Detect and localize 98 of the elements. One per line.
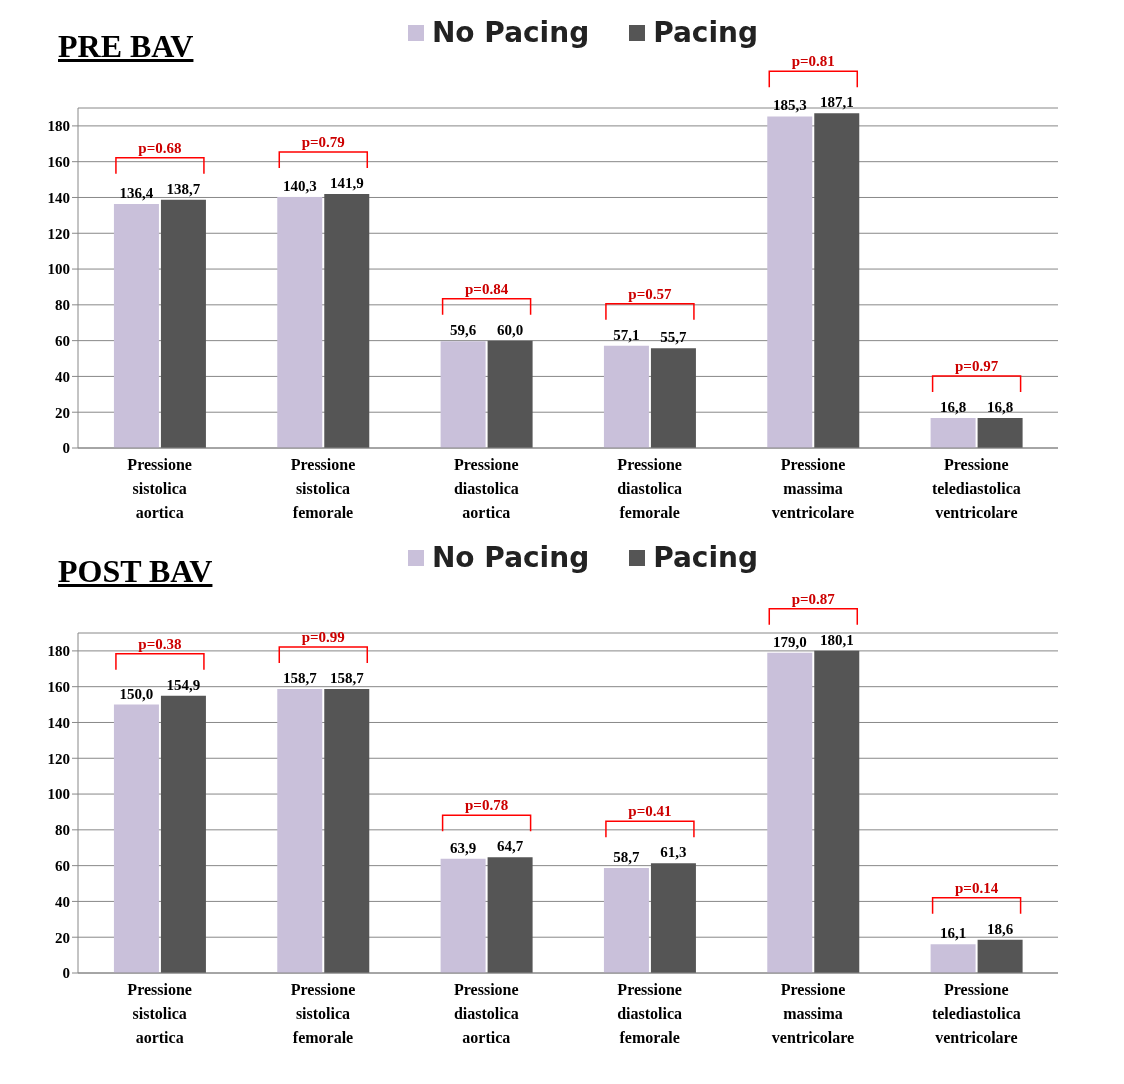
y-tick-label: 180 — [47, 118, 70, 135]
text: p=0.87 — [791, 590, 836, 607]
bar — [160, 199, 206, 448]
annotation: p=0.78 — [465, 797, 509, 814]
bar — [603, 345, 649, 448]
data-label: 138,7 — [166, 180, 201, 197]
x-tick-label: Pressione telediastolica ventricolare — [931, 456, 1021, 521]
y-tick-label: 20 — [55, 929, 70, 946]
x-tick-label: Pressione sistolica aortica — [127, 456, 192, 521]
data-label: 16,1 — [939, 925, 967, 942]
y-tick-label: 0 — [62, 440, 70, 457]
x-tick-label: Pressione diastolica femorale — [617, 456, 683, 521]
y-tick-label: 80 — [55, 297, 70, 314]
y-tick-label: 20 — [55, 404, 70, 421]
data-label: 187,1 — [819, 94, 854, 111]
bar — [324, 689, 370, 973]
bar — [977, 939, 1023, 973]
x-tick-label: Pressione massima ventricolare — [771, 456, 855, 521]
bar — [650, 863, 696, 973]
y-tick-label: 80 — [55, 822, 70, 839]
data-label: 18,6 — [986, 920, 1014, 937]
x-tick-label: Pressione telediastolica ventricolare — [931, 981, 1021, 1046]
annotation: p=0.97 — [955, 357, 999, 374]
y-tick-label: 100 — [47, 261, 70, 278]
data-label: 140,3 — [282, 177, 317, 194]
bar — [767, 116, 813, 448]
bar — [487, 857, 533, 973]
data-label: 141,9 — [329, 175, 364, 192]
data-label: 158,7 — [282, 670, 318, 687]
bar — [650, 348, 696, 448]
bar — [767, 652, 813, 973]
annotation: p=0.79 — [301, 134, 345, 151]
annotation: p=0.38 — [138, 635, 182, 652]
data-label: 16,8 — [986, 398, 1014, 415]
y-tick-label: 120 — [47, 750, 70, 767]
annotation: p=0.84 — [465, 280, 509, 297]
bar — [160, 695, 206, 973]
bar — [277, 196, 323, 448]
data-label: 64,7 — [496, 838, 524, 855]
x-tick-label: Pressione diastolica aortica — [453, 456, 519, 521]
data-label: 150,0 — [119, 685, 154, 702]
data-label: 185,3 — [772, 97, 807, 114]
legend-label: Pacing — [652, 16, 759, 49]
bar — [113, 203, 159, 448]
data-label: 63,9 — [449, 839, 477, 856]
legend-label: Pacing — [652, 541, 759, 574]
y-tick-label: 120 — [47, 225, 70, 242]
data-label: 58,7 — [613, 848, 641, 865]
y-tick-label: 140 — [47, 189, 70, 206]
data-label: 154,9 — [166, 676, 201, 693]
bar — [977, 417, 1023, 448]
x-tick-label: Pressione sistolica femorale — [290, 456, 356, 521]
y-tick-label: 40 — [55, 893, 70, 910]
y-tick-label: 160 — [47, 154, 70, 171]
data-label: 16,8 — [939, 398, 967, 415]
bar — [487, 340, 533, 448]
annotation: p=0.68 — [138, 139, 182, 156]
y-tick-label: 40 — [55, 368, 70, 385]
bar — [930, 417, 976, 448]
x-tick-label: Pressione sistolica aortica — [127, 981, 192, 1046]
x-tick-label: Pressione sistolica femorale — [290, 981, 356, 1046]
data-label: 59,6 — [449, 322, 477, 339]
bar — [324, 194, 370, 448]
bar — [930, 944, 976, 973]
annotation: p=0.14 — [955, 879, 999, 896]
data-label: 61,3 — [660, 844, 687, 861]
bar — [440, 858, 486, 973]
y-tick-label: 100 — [47, 786, 70, 803]
y-tick-label: 60 — [55, 332, 70, 349]
legend-label: No Pacing — [430, 541, 590, 574]
chart-title: PRE BAV — [58, 28, 194, 65]
y-tick-label: 0 — [62, 965, 70, 982]
bar — [440, 341, 486, 448]
bar — [814, 650, 860, 973]
data-label: 57,1 — [613, 326, 640, 343]
x-tick-label: Pressione diastolica femorale — [617, 981, 683, 1046]
data-label: 60,0 — [496, 321, 524, 338]
annotation: p=0.57 — [628, 285, 672, 302]
bar — [814, 113, 860, 448]
x-tick-label: Pressione diastolica aortica — [453, 981, 519, 1046]
data-label: 55,7 — [660, 329, 688, 346]
y-tick-label: 160 — [47, 679, 70, 696]
bar — [603, 867, 649, 973]
chart-title: POST BAV — [58, 553, 213, 590]
bar — [277, 689, 323, 973]
data-label: 136,4 — [119, 184, 154, 201]
data-label: 158,7 — [329, 670, 365, 687]
data-label: 179,0 — [772, 633, 807, 650]
bar — [113, 704, 159, 973]
annotation: p=0.41 — [628, 803, 672, 820]
y-tick-label: 140 — [47, 714, 70, 731]
y-tick-label: 180 — [47, 643, 70, 660]
y-tick-label: 60 — [55, 857, 70, 874]
x-tick-label: Pressione massima ventricolare — [771, 981, 855, 1046]
text: p=0.81 — [791, 53, 835, 70]
legend-label: No Pacing — [430, 16, 590, 49]
annotation: p=0.99 — [301, 629, 345, 646]
data-label: 180,1 — [819, 631, 854, 648]
